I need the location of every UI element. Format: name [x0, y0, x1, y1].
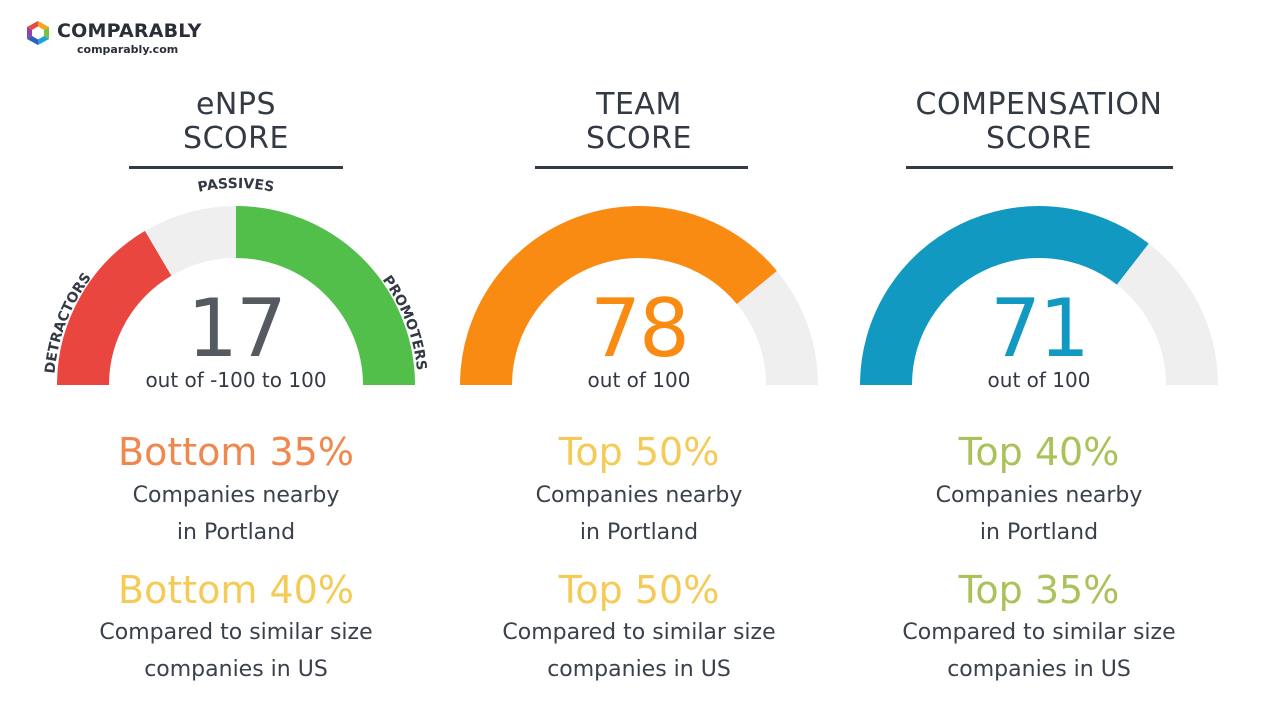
enps-rank-nearby-description: Companies nearby in Portland: [36, 477, 436, 551]
compensation-rank-nearby-line1: Companies nearby: [935, 483, 1143, 508]
enps-gauge: DETRACTORS PASSIVES PROMOTERS: [43, 176, 429, 386]
comparably-logo-icon: [27, 21, 49, 45]
team-score-value: 78: [590, 282, 690, 375]
team-title-divider: [535, 166, 748, 169]
team-gauge: [460, 206, 818, 386]
compensation-score-range: out of 100: [987, 368, 1091, 392]
enps-score-range: out of -100 to 100: [145, 368, 327, 392]
team-rank-us-line1: Compared to similar size: [502, 620, 776, 645]
compensation-gauge-fill: [860, 206, 1149, 386]
compensation-rank-us: Top 35%: [958, 568, 1120, 612]
team-rank-nearby-line1: Companies nearby: [535, 483, 743, 508]
enps-gauge-promoters-segment: [235, 206, 415, 386]
enps-score-panel: eNPS SCORE DETRACTORS PASSIVES PROMOTERS: [36, 0, 436, 720]
brand-logo[interactable]: COMPARABLY comparably.com: [25, 18, 215, 60]
compensation-title-line1: COMPENSATION: [915, 87, 1163, 122]
enps-rank-us: Bottom 40%: [118, 568, 354, 612]
enps-rank-nearby-line1: Companies nearby: [132, 483, 340, 508]
compensation-rank-nearby-line2: in Portland: [979, 520, 1099, 545]
compensation-score-value: 71: [990, 282, 1090, 375]
enps-rank-us-description: Compared to similar size companies in US: [36, 614, 436, 688]
enps-rank-us-line1: Compared to similar size: [99, 620, 373, 645]
team-title: TEAM SCORE: [439, 88, 839, 156]
passives-label: PASSIVES: [196, 176, 275, 196]
compensation-rank-us-description: Compared to similar size companies in US: [839, 614, 1239, 688]
team-gauge-fill: [460, 206, 777, 386]
compensation-score-panel: COMPENSATION SCORE 71 out of 100 Top 40%…: [839, 0, 1239, 720]
compensation-title-line2: SCORE: [986, 121, 1092, 156]
team-title-line2: SCORE: [586, 121, 692, 156]
brand-url: comparably.com: [77, 43, 179, 56]
compensation-rank-us-line2: companies in US: [947, 657, 1131, 682]
enps-rank-us-line2: companies in US: [144, 657, 328, 682]
enps-gauge-detractors-segment: [57, 230, 172, 386]
enps-rank-nearby-line2: in Portland: [176, 520, 296, 545]
enps-title: eNPS SCORE: [36, 88, 436, 156]
team-title-line1: TEAM: [596, 87, 682, 122]
team-rank-us-line2: companies in US: [547, 657, 731, 682]
enps-title-line2: SCORE: [183, 121, 289, 156]
compensation-rank-nearby-description: Companies nearby in Portland: [839, 477, 1239, 551]
compensation-gauge: [860, 206, 1218, 386]
compensation-rank-us-line1: Compared to similar size: [902, 620, 1176, 645]
team-rank-nearby-description: Companies nearby in Portland: [439, 477, 839, 551]
compensation-title-divider: [906, 166, 1173, 169]
team-rank-nearby-line2: in Portland: [579, 520, 699, 545]
team-rank-us-description: Compared to similar size companies in US: [439, 614, 839, 688]
team-rank-nearby: Top 50%: [558, 430, 720, 474]
brand-name: COMPARABLY: [57, 20, 202, 42]
enps-title-divider: [129, 166, 343, 169]
team-score-range: out of 100: [587, 368, 691, 392]
compensation-rank-nearby: Top 40%: [958, 430, 1120, 474]
enps-score-value: 17: [187, 282, 287, 375]
compensation-title: COMPENSATION SCORE: [839, 88, 1239, 156]
team-score-panel: TEAM SCORE 78 out of 100 Top 50% Compani…: [439, 0, 839, 720]
enps-title-line1: eNPS: [195, 87, 277, 122]
enps-rank-nearby: Bottom 35%: [118, 430, 354, 474]
team-rank-us: Top 50%: [558, 568, 720, 612]
